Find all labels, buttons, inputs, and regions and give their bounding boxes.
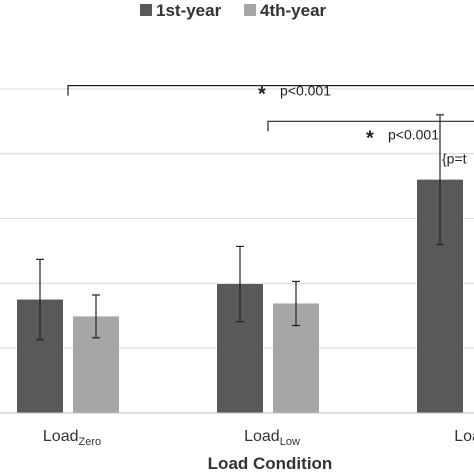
x-tick-label: LoadLow xyxy=(244,428,300,448)
significance-bracket xyxy=(67,85,474,96)
legend-swatch xyxy=(140,4,152,16)
p-value-label: p<0.001 xyxy=(280,83,331,99)
legend-label: 4th-year xyxy=(260,1,327,20)
bars xyxy=(17,179,463,413)
p-value-label: {p=t xyxy=(442,150,467,166)
significance-bracket xyxy=(267,120,474,132)
legend: 1st-year 4th-year xyxy=(140,1,327,20)
error-bars xyxy=(36,114,444,341)
significance-star: * xyxy=(258,84,266,106)
x-tick-label: Load xyxy=(454,428,474,445)
x-tick-labels: LoadZero LoadLow Load xyxy=(43,428,474,448)
legend-label: 1st-year xyxy=(156,1,222,20)
x-axis-title: Load Condition xyxy=(208,454,333,473)
significance-brackets: * p<0.001* p<0.001{p=t xyxy=(67,83,474,166)
x-tick-label: LoadZero xyxy=(43,428,101,448)
p-value-label: p<0.001 xyxy=(388,126,439,142)
legend-swatch xyxy=(244,4,256,16)
significance-star: * xyxy=(366,127,374,149)
gridlines xyxy=(0,88,474,349)
